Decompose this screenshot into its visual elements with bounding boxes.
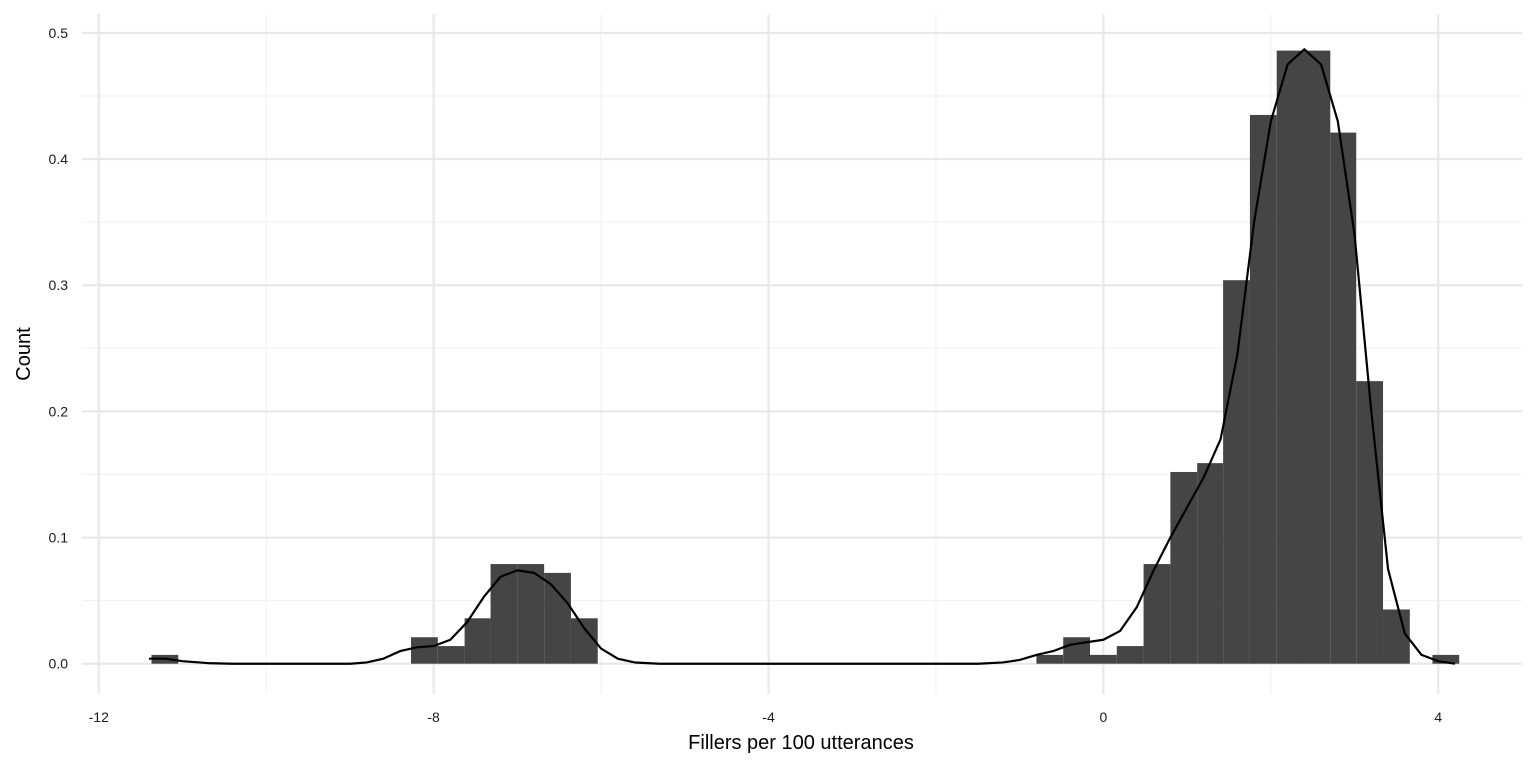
histogram-bar bbox=[1303, 50, 1331, 664]
y-tick-label: 0.3 bbox=[49, 277, 69, 293]
y-axis-tick-labels: 0.0 0.1 0.2 0.3 0.4 0.5 bbox=[49, 25, 69, 672]
histogram-bar bbox=[437, 646, 465, 664]
histogram-bar bbox=[1116, 646, 1144, 664]
y-tick-label: 0.4 bbox=[49, 151, 69, 167]
x-tick-label: 0 bbox=[1099, 709, 1107, 725]
histogram-bar bbox=[570, 618, 598, 664]
histogram-bar bbox=[1036, 654, 1064, 664]
histogram-bar bbox=[1432, 654, 1460, 664]
histogram-bar bbox=[1383, 609, 1410, 664]
histogram-bar bbox=[1063, 637, 1090, 664]
histogram-bar bbox=[1170, 471, 1198, 664]
grid-major-lines bbox=[82, 14, 1522, 694]
x-tick-label: 4 bbox=[1434, 709, 1442, 725]
y-tick-label: 0.5 bbox=[49, 25, 69, 41]
density-curve bbox=[148, 48, 1456, 665]
x-tick-label: -12 bbox=[89, 709, 109, 725]
x-axis-tick-labels: -12 -8 -4 0 4 bbox=[89, 709, 1443, 725]
histogram-bars bbox=[151, 50, 1460, 664]
histogram-bar bbox=[1356, 381, 1384, 664]
histogram-bar bbox=[490, 564, 518, 664]
histogram-bar bbox=[1276, 50, 1304, 664]
x-tick-label: -8 bbox=[427, 709, 440, 725]
x-tick-label: -4 bbox=[762, 709, 775, 725]
x-axis-title: Fillers per 100 utterances bbox=[688, 732, 914, 754]
histogram-bar bbox=[544, 572, 571, 664]
histogram-bar bbox=[517, 564, 545, 664]
histogram-bar bbox=[1223, 280, 1250, 664]
histogram-bar bbox=[464, 618, 491, 664]
histogram-bar bbox=[1143, 564, 1171, 664]
histogram-bar bbox=[1197, 463, 1224, 664]
y-tick-label: 0.1 bbox=[49, 530, 69, 546]
histogram-bar bbox=[411, 637, 438, 664]
y-tick-label: 0.0 bbox=[49, 656, 69, 672]
y-axis-title: Count bbox=[13, 327, 35, 381]
histogram-bar bbox=[1090, 654, 1117, 664]
y-tick-label: 0.2 bbox=[49, 403, 69, 419]
histogram-bar bbox=[1249, 114, 1277, 664]
